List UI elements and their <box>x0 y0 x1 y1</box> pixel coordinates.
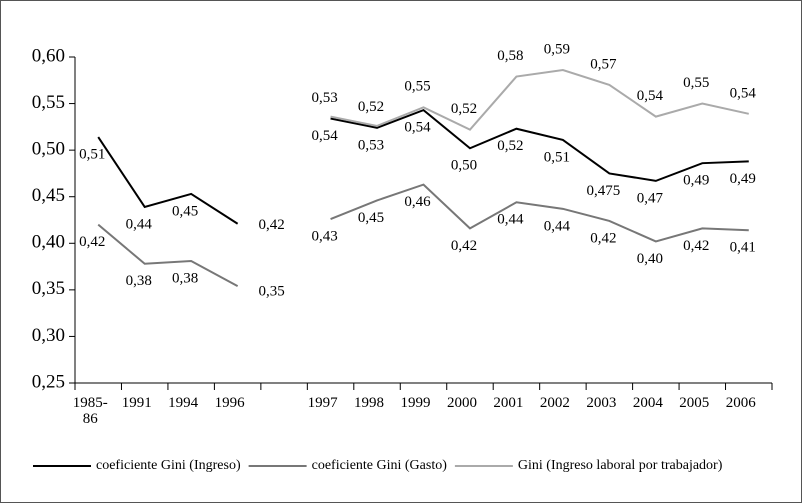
data-label: 0,53 <box>358 137 384 153</box>
x-tick-label: 1998 <box>354 395 385 411</box>
x-tick-label: 1999 <box>400 395 431 411</box>
data-label: 0,58 <box>497 48 523 64</box>
data-label: 0,54 <box>311 128 338 144</box>
x-tick-label: 1985-86 <box>72 395 108 427</box>
data-label: 0,52 <box>451 101 477 117</box>
data-label: 0,52 <box>497 138 523 154</box>
x-tick-label: 1991 <box>121 395 152 411</box>
data-label: 0,38 <box>126 273 152 289</box>
data-label: 0,44 <box>126 216 153 232</box>
x-tick-label: 2002 <box>539 395 570 411</box>
data-label: 0,55 <box>404 79 430 95</box>
data-label: 0,54 <box>404 120 431 136</box>
series-line <box>97 108 749 225</box>
data-label: 0,47 <box>637 190 664 206</box>
x-tick-label: 2004 <box>632 395 663 411</box>
x-tick-label: 2000 <box>446 395 477 411</box>
data-label: 0,51 <box>544 149 570 165</box>
data-label: 0,49 <box>730 171 756 187</box>
y-tick-label: 0,25 <box>32 371 65 392</box>
data-label: 0,41 <box>730 240 756 256</box>
data-label: 0,49 <box>683 173 709 189</box>
data-label: 0,51 <box>79 147 105 163</box>
x-tick-label: 2005 <box>679 395 710 411</box>
data-label: 0,475 <box>586 183 620 199</box>
series-line <box>97 183 749 288</box>
data-label: 0,42 <box>79 234 105 250</box>
x-tick-label: 1997 <box>307 395 338 411</box>
data-label: 0,42 <box>451 238 477 254</box>
legend-label: coeficiente Gini (Ingreso) <box>96 458 241 473</box>
x-tick-label: 2001 <box>493 395 524 411</box>
data-label: 0,55 <box>683 75 709 91</box>
data-label: 0,57 <box>590 56 617 72</box>
legend-label: coeficiente Gini (Gasto) <box>312 458 448 473</box>
y-tick-label: 0,45 <box>32 185 65 206</box>
data-label: 0,44 <box>497 212 524 228</box>
data-label: 0,40 <box>637 251 663 267</box>
y-tick-label: 0,35 <box>32 278 65 299</box>
y-tick-label: 0,50 <box>32 139 65 160</box>
data-label: 0,43 <box>311 229 337 245</box>
data-label: 0,52 <box>358 99 384 115</box>
data-label: 0,42 <box>590 230 616 246</box>
data-label: 0,53 <box>311 90 337 106</box>
data-label: 0,54 <box>730 85 757 101</box>
data-label: 0,44 <box>544 218 571 234</box>
x-tick-label: 1994 <box>168 395 199 411</box>
data-label: 0,38 <box>172 270 198 286</box>
data-label: 0,50 <box>451 158 477 174</box>
data-label: 0,59 <box>544 41 570 57</box>
y-tick-label: 0,40 <box>32 232 65 253</box>
data-label: 0,46 <box>404 194 431 210</box>
x-tick-label: 2006 <box>725 395 756 411</box>
data-label: 0,42 <box>683 238 709 254</box>
series-line <box>330 69 749 131</box>
y-tick-label: 0,55 <box>32 92 65 113</box>
data-label: 0,42 <box>259 217 285 233</box>
legend-label: Gini (Ingreso laboral por trabajador) <box>518 458 723 473</box>
data-label: 0,45 <box>172 203 198 219</box>
y-tick-label: 0,30 <box>32 325 65 346</box>
x-tick-label: 1996 <box>214 395 245 411</box>
data-label: 0,35 <box>259 284 285 300</box>
data-label: 0,54 <box>637 88 664 104</box>
data-label: 0,45 <box>358 210 384 226</box>
y-tick-label: 0,60 <box>32 45 65 66</box>
x-tick-label: 2003 <box>586 395 617 411</box>
